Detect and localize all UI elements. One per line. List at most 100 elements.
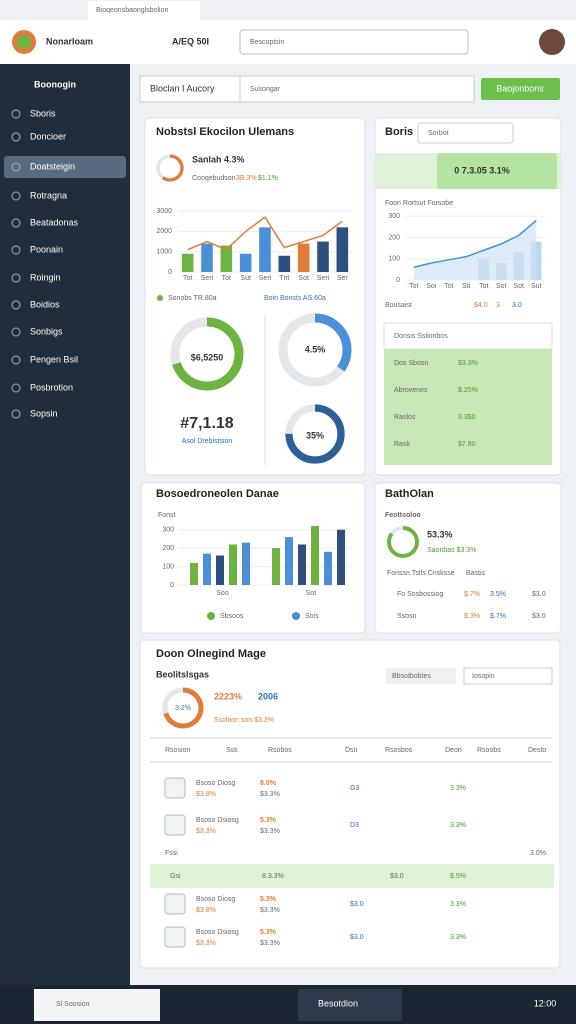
- label: Bbsotbobtes: [392, 673, 431, 680]
- label: $4.0: [474, 302, 488, 309]
- y-tick-label: 1000: [156, 249, 172, 256]
- y-tick-label: 2000: [156, 228, 172, 235]
- avatar[interactable]: [539, 29, 565, 55]
- y-tick-label: 300: [162, 527, 174, 534]
- row-icon: [164, 893, 186, 915]
- highlight-row: [150, 864, 554, 888]
- card-title: Nobstsl Ekocilon Ulemans: [156, 126, 294, 138]
- label: Donsis Sslionbos: [394, 333, 448, 340]
- legend: Sois: [305, 613, 319, 620]
- nav-icon: [11, 245, 21, 255]
- label: 3.3%: [450, 901, 466, 908]
- bar: [311, 526, 319, 585]
- x-tick-label: Sot: [496, 283, 507, 290]
- nav-item[interactable]: Sboris: [30, 108, 56, 118]
- label: Cooqebudson: [192, 175, 236, 182]
- x-tick-label: Soo: [216, 590, 229, 597]
- x-tick-label: Sot: [298, 275, 309, 282]
- nav-item[interactable]: Rotragna: [30, 190, 67, 200]
- nav-icon: [11, 273, 21, 283]
- browser-bar: [0, 0, 576, 20]
- primary-button[interactable]: [481, 78, 560, 100]
- taskbar-label: Besotdion: [318, 998, 358, 1008]
- nav-item[interactable]: Pengen Bsil: [30, 354, 78, 364]
- orders-filter[interactable]: [386, 668, 456, 684]
- x-tick-label: Sot: [513, 283, 524, 290]
- label: Susongar: [250, 86, 281, 93]
- label: $3.3%: [260, 907, 280, 914]
- card-title: Bosoedroneolen Danae: [156, 488, 279, 500]
- label: Fo Sosbossiog: [397, 591, 443, 598]
- nav-item[interactable]: Beatadonas: [30, 217, 79, 227]
- column-header: Rsoobs: [477, 747, 501, 754]
- label: Fonst: [158, 512, 176, 519]
- label: Ssoltion son $3.3%: [214, 717, 274, 724]
- nav-item[interactable]: Doatsteigin: [30, 161, 75, 171]
- label: 5.3%: [260, 896, 277, 903]
- clock: 12:00: [534, 998, 557, 1008]
- label: Bousaist: [385, 302, 412, 309]
- card-plan: [374, 482, 562, 634]
- sidebar: [0, 64, 130, 985]
- label: 3B.3%: [236, 175, 257, 182]
- x-tick-label: Ser: [337, 275, 349, 282]
- bar: [337, 529, 345, 585]
- label: $.3%: [464, 613, 480, 620]
- donut-arc: [170, 317, 244, 391]
- label: 3.3%: [450, 822, 466, 829]
- line: [413, 219, 537, 268]
- nav-icon: [11, 355, 21, 365]
- browser-tab[interactable]: [88, 1, 200, 20]
- label: Feottsoloo: [385, 512, 421, 519]
- y-tick-label: 100: [162, 563, 174, 570]
- label: D3: [350, 822, 359, 829]
- nav-icon: [11, 327, 21, 337]
- legend: Sonobs TR.80a: [168, 295, 217, 302]
- column-header: Rsobos: [268, 747, 292, 754]
- donut-arc: [156, 154, 184, 182]
- nav-item[interactable]: Sopsin: [30, 408, 58, 418]
- row-icon: [164, 814, 186, 836]
- label: Ssosn: [397, 613, 417, 620]
- nav-item[interactable]: Sonbigs: [30, 326, 63, 336]
- x-tick-label: Seri: [259, 275, 272, 282]
- column-header: Deon: [445, 747, 462, 754]
- taskbar-app[interactable]: [298, 989, 402, 1021]
- toolbar-search[interactable]: [239, 75, 475, 103]
- bar: [336, 227, 349, 272]
- bar: [201, 243, 213, 272]
- nav-item[interactable]: Poonain: [30, 244, 63, 254]
- card-title: BathOlan: [385, 488, 434, 500]
- total: #7,1.18: [180, 415, 233, 432]
- bar: [324, 551, 332, 585]
- label: 35%: [306, 430, 324, 440]
- nav-item[interactable]: Roingin: [30, 272, 61, 282]
- label: Bioqeonsbaonglsbolion: [96, 7, 168, 14]
- row-icon: [164, 926, 186, 948]
- stats-search[interactable]: [417, 122, 514, 144]
- orders-search[interactable]: [463, 667, 553, 685]
- y-tick-label: 0: [170, 582, 174, 589]
- card-title: Boris: [385, 126, 413, 138]
- stats-table-body: [384, 349, 552, 465]
- card-breakdown: [140, 482, 366, 634]
- column-header: Ssti: [226, 747, 238, 754]
- label: $3.0: [350, 901, 364, 908]
- nav-item[interactable]: Boidios: [30, 299, 60, 309]
- y-tick-label: 3000: [156, 208, 172, 215]
- header-search[interactable]: [239, 29, 469, 55]
- nav-item[interactable]: Doncioer: [30, 131, 66, 141]
- label: 8.3.3%: [262, 873, 284, 880]
- bar: [181, 253, 194, 272]
- x-tick-label: Sti: [462, 283, 471, 290]
- bar: [272, 548, 280, 585]
- taskbar-search[interactable]: [34, 989, 160, 1021]
- label: 4.5%: [305, 344, 326, 354]
- legend: Boin Bonsts AS.60a: [264, 295, 326, 302]
- bar: [297, 243, 310, 272]
- nav-item[interactable]: Posbrotion: [30, 382, 73, 392]
- y-tick-label: 0: [168, 269, 172, 276]
- label: Bsoso Dsiosg: [196, 817, 239, 824]
- x-tick-label: Tot: [222, 275, 231, 282]
- label: 3.3%: [450, 785, 466, 792]
